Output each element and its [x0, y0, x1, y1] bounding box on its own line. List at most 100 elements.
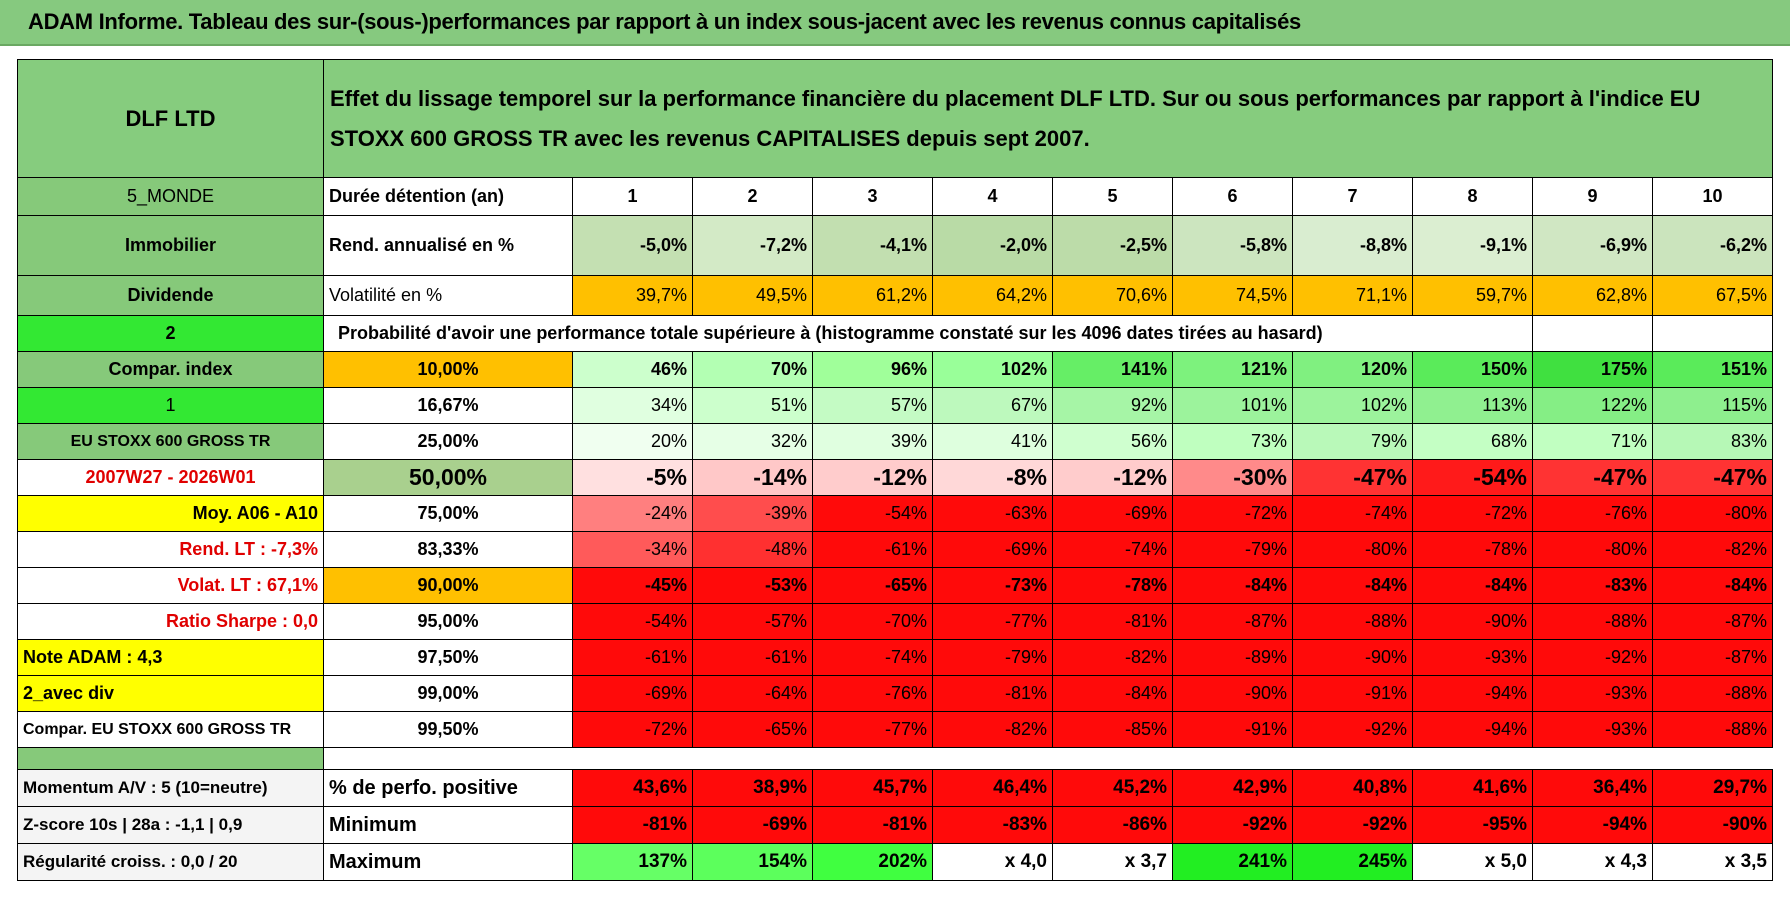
value-cell: -91%: [1292, 675, 1413, 712]
value-cell: -5%: [572, 459, 693, 496]
value-cell: -69%: [572, 675, 693, 712]
value-cell: -91%: [1172, 711, 1293, 748]
stats-label: Z-score 10s | 28a : -1,1 | 0,9: [17, 806, 324, 844]
value-cell: 51%: [692, 387, 813, 424]
table-row: Note ADAM : 4,3 97,50% -61% -61% -74% -79% -82…: [17, 639, 1773, 676]
value-cell: 79%: [1292, 423, 1413, 460]
value-cell: 20%: [572, 423, 693, 460]
value-cell: -84%: [1292, 567, 1413, 604]
row-label: Moy. A06 - A10: [17, 495, 324, 532]
value-cell: 102%: [932, 351, 1053, 388]
value-cell: 121%: [1172, 351, 1293, 388]
value-cell: 245%: [1292, 843, 1413, 881]
performance-table: DLF LTD Effet du lissage temporel sur la …: [17, 59, 1773, 881]
value-cell: -92%: [1292, 806, 1413, 844]
value-cell: -2,0%: [932, 215, 1053, 276]
value-cell: -81%: [1052, 603, 1173, 640]
value-cell: -12%: [1052, 459, 1173, 496]
value-cell: -53%: [692, 567, 813, 604]
value-cell: -94%: [1412, 711, 1533, 748]
value-cell: -65%: [692, 711, 813, 748]
value-cell: -45%: [572, 567, 693, 604]
value-cell: 49,5%: [692, 275, 813, 316]
value-cell: 96%: [812, 351, 933, 388]
stats-label: Momentum A/V : 5 (10=neutre): [17, 769, 324, 807]
value-cell: -87%: [1652, 639, 1773, 676]
probability-caption: Probabilité d'avoir une performance tota…: [323, 315, 1533, 352]
row-key: Rend. annualisé en %: [323, 215, 573, 276]
value-cell: 57%: [812, 387, 933, 424]
header-description: Effet du lissage temporel sur la perform…: [323, 59, 1773, 178]
row-key: 25,00%: [323, 423, 573, 460]
value-cell: -77%: [812, 711, 933, 748]
row-label: 5_MONDE: [17, 177, 324, 216]
value-cell: -79%: [932, 639, 1053, 676]
value-cell: 64,2%: [932, 275, 1053, 316]
stats-label: Régularité croiss. : 0,0 / 20: [17, 843, 324, 881]
value-cell: -30%: [1172, 459, 1293, 496]
value-cell: -84%: [1412, 567, 1533, 604]
value-cell: -70%: [812, 603, 933, 640]
value-cell: -94%: [1532, 806, 1653, 844]
value-cell: 137%: [572, 843, 693, 881]
value-cell: 102%: [1292, 387, 1413, 424]
value-cell: 83%: [1652, 423, 1773, 460]
value-cell: -83%: [932, 806, 1053, 844]
value-cell: -95%: [1412, 806, 1533, 844]
row-key: 16,67%: [323, 387, 573, 424]
row-label: 2: [17, 315, 324, 352]
value-cell: 150%: [1412, 351, 1533, 388]
value-cell: -88%: [1652, 675, 1773, 712]
table-row: 2007W27 - 2026W01 50,00% -5% -14% -12% -8% -12…: [17, 459, 1773, 496]
value-cell: 175%: [1532, 351, 1653, 388]
row-label: Immobilier: [17, 215, 324, 276]
value-cell: 5: [1052, 177, 1173, 216]
value-cell: 62,8%: [1532, 275, 1653, 316]
row-label: 2_avec div: [17, 675, 324, 712]
value-cell: -78%: [1052, 567, 1173, 604]
value-cell: -74%: [1292, 495, 1413, 532]
header-row: DLF LTD Effet du lissage temporel sur la …: [17, 59, 1773, 178]
value-cell: -84%: [1172, 567, 1293, 604]
value-cell: -92%: [1172, 806, 1293, 844]
value-cell: -54%: [1412, 459, 1533, 496]
value-cell: 67%: [932, 387, 1053, 424]
row-label: 2007W27 - 2026W01: [17, 459, 324, 496]
value-cell: -6,2%: [1652, 215, 1773, 276]
table-row: Ratio Sharpe : 0,0 95,00% -54% -57% -70% -77%…: [17, 603, 1773, 640]
value-cell: 46,4%: [932, 769, 1053, 807]
value-cell: -12%: [812, 459, 933, 496]
value-cell: -82%: [1052, 639, 1173, 676]
value-cell: 45,2%: [1052, 769, 1173, 807]
value-cell: -72%: [572, 711, 693, 748]
value-cell: -34%: [572, 531, 693, 568]
row-label: Note ADAM : 4,3: [17, 639, 324, 676]
gap-cell: [323, 747, 1773, 770]
value-cell: -77%: [932, 603, 1053, 640]
table-row: 1 16,67% 34% 51% 57% 67% 92% 101% 102% 113% 122% 11…: [17, 387, 1773, 424]
value-cell: 113%: [1412, 387, 1533, 424]
value-cell: -94%: [1412, 675, 1533, 712]
value-cell: -90%: [1412, 603, 1533, 640]
value-cell: -72%: [1412, 495, 1533, 532]
value-cell: -2,5%: [1052, 215, 1173, 276]
table-body: DLF LTD Effet du lissage temporel sur la …: [17, 59, 1773, 881]
table-row: Immobilier Rend. annualisé en % -5,0% -7,2%…: [17, 215, 1773, 276]
value-cell: -89%: [1172, 639, 1293, 676]
row-label: Volat. LT : 67,1%: [17, 567, 324, 604]
value-cell: -93%: [1532, 675, 1653, 712]
table-row: EU STOXX 600 GROSS TR 25,00% 20% 32% 39% 41% 5…: [17, 423, 1773, 460]
value-cell: -9,1%: [1412, 215, 1533, 276]
value-cell: 2: [692, 177, 813, 216]
row-key: 10,00%: [323, 351, 573, 388]
value-cell: 46%: [572, 351, 693, 388]
value-cell: -81%: [932, 675, 1053, 712]
row-key: 90,00%: [323, 567, 573, 604]
table-row: Dividende Volatilité en % 39,7% 49,5% 61,2% 6…: [17, 275, 1773, 316]
value-cell: -14%: [692, 459, 813, 496]
value-cell: 141%: [1052, 351, 1173, 388]
value-cell: -82%: [1652, 531, 1773, 568]
value-cell: -80%: [1532, 531, 1653, 568]
value-cell: -87%: [1652, 603, 1773, 640]
table-row: 2_avec div 99,00% -69% -64% -76% -81% -84% -90%…: [17, 675, 1773, 712]
